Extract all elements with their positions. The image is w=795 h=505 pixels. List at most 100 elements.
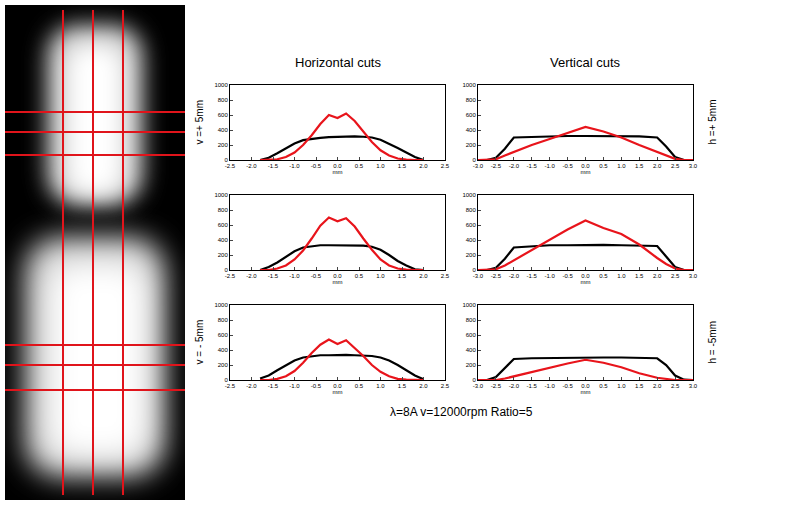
svg-text:0.5: 0.5 xyxy=(355,383,364,389)
svg-text:0.5: 0.5 xyxy=(355,163,364,169)
svg-text:200: 200 xyxy=(218,362,229,368)
svg-text:3.0: 3.0 xyxy=(689,273,698,279)
svg-text:800: 800 xyxy=(466,97,477,103)
svg-text:200: 200 xyxy=(218,142,229,148)
svg-text:-2.0: -2.0 xyxy=(509,383,520,389)
svg-text:mm: mm xyxy=(581,279,591,285)
svg-text:-0.5: -0.5 xyxy=(562,273,573,279)
svg-text:-1.0: -1.0 xyxy=(289,163,300,169)
svg-text:1.5: 1.5 xyxy=(398,273,407,279)
svg-text:0.0: 0.0 xyxy=(581,163,590,169)
svg-text:1.5: 1.5 xyxy=(635,273,644,279)
svg-text:0.0: 0.0 xyxy=(581,383,590,389)
svg-text:0.5: 0.5 xyxy=(599,383,608,389)
svg-text:3.0: 3.0 xyxy=(689,383,698,389)
svg-text:0: 0 xyxy=(472,157,476,163)
svg-text:-1.0: -1.0 xyxy=(544,163,555,169)
svg-text:0: 0 xyxy=(224,267,228,273)
svg-text:200: 200 xyxy=(466,362,477,368)
svg-text:-2.0: -2.0 xyxy=(246,273,257,279)
svg-text:600: 600 xyxy=(218,222,229,228)
svg-text:0: 0 xyxy=(472,267,476,273)
svg-text:-2.5: -2.5 xyxy=(491,273,502,279)
svg-text:-1.5: -1.5 xyxy=(268,383,279,389)
svg-text:400: 400 xyxy=(466,237,477,243)
svg-text:600: 600 xyxy=(466,112,477,118)
svg-text:200: 200 xyxy=(466,252,477,258)
svg-text:2.0: 2.0 xyxy=(653,273,662,279)
svg-text:1.0: 1.0 xyxy=(376,163,385,169)
svg-text:0.0: 0.0 xyxy=(333,273,342,279)
svg-text:0.5: 0.5 xyxy=(355,273,364,279)
svg-text:2.0: 2.0 xyxy=(419,383,428,389)
svg-text:1.0: 1.0 xyxy=(376,383,385,389)
svg-text:v = - 5mm: v = - 5mm xyxy=(194,320,205,365)
svg-text:0.0: 0.0 xyxy=(333,163,342,169)
svg-text:2.5: 2.5 xyxy=(441,383,450,389)
svg-text:1.5: 1.5 xyxy=(398,383,407,389)
svg-text:-2.0: -2.0 xyxy=(509,273,520,279)
svg-text:800: 800 xyxy=(218,317,229,323)
svg-text:0.5: 0.5 xyxy=(599,273,608,279)
svg-text:-2.0: -2.0 xyxy=(246,163,257,169)
svg-text:400: 400 xyxy=(218,237,229,243)
svg-text:mm: mm xyxy=(581,169,591,175)
svg-text:0.5: 0.5 xyxy=(599,163,608,169)
svg-text:0: 0 xyxy=(224,377,228,383)
svg-text:1000: 1000 xyxy=(462,82,476,88)
svg-text:2.0: 2.0 xyxy=(419,273,428,279)
svg-text:-2.5: -2.5 xyxy=(225,163,236,169)
svg-text:-0.5: -0.5 xyxy=(311,383,322,389)
svg-text:-2.0: -2.0 xyxy=(246,383,257,389)
svg-text:mm: mm xyxy=(581,389,591,395)
svg-text:400: 400 xyxy=(466,127,477,133)
svg-text:2.5: 2.5 xyxy=(671,273,680,279)
svg-text:-1.0: -1.0 xyxy=(544,383,555,389)
svg-text:2.0: 2.0 xyxy=(653,383,662,389)
svg-text:h =+ 5mm: h =+ 5mm xyxy=(707,99,718,144)
svg-text:-2.5: -2.5 xyxy=(225,383,236,389)
svg-text:-3.0: -3.0 xyxy=(473,383,484,389)
svg-text:-0.5: -0.5 xyxy=(311,273,322,279)
svg-text:1.5: 1.5 xyxy=(398,163,407,169)
svg-text:v =+ 5mm: v =+ 5mm xyxy=(194,100,205,144)
svg-text:-2.5: -2.5 xyxy=(491,163,502,169)
svg-text:200: 200 xyxy=(218,252,229,258)
svg-text:Horizontal cuts: Horizontal cuts xyxy=(295,55,381,70)
svg-text:1000: 1000 xyxy=(214,82,228,88)
svg-text:800: 800 xyxy=(218,207,229,213)
svg-text:-1.5: -1.5 xyxy=(527,163,538,169)
svg-text:1.0: 1.0 xyxy=(617,163,626,169)
svg-text:800: 800 xyxy=(466,207,477,213)
svg-text:1000: 1000 xyxy=(214,302,228,308)
svg-text:λ=8A v=12000rpm Ratio=5: λ=8A v=12000rpm Ratio=5 xyxy=(390,405,533,419)
svg-text:-1.5: -1.5 xyxy=(268,273,279,279)
svg-text:800: 800 xyxy=(466,317,477,323)
svg-text:-1.0: -1.0 xyxy=(289,383,300,389)
svg-text:mm: mm xyxy=(333,389,343,395)
svg-text:400: 400 xyxy=(466,347,477,353)
svg-text:-2.5: -2.5 xyxy=(491,383,502,389)
svg-text:-0.5: -0.5 xyxy=(562,163,573,169)
svg-text:-0.5: -0.5 xyxy=(562,383,573,389)
svg-text:0.0: 0.0 xyxy=(581,273,590,279)
svg-text:1.5: 1.5 xyxy=(635,163,644,169)
svg-text:2.5: 2.5 xyxy=(671,383,680,389)
svg-text:3.0: 3.0 xyxy=(689,163,698,169)
svg-text:2.0: 2.0 xyxy=(653,163,662,169)
svg-text:-1.5: -1.5 xyxy=(268,163,279,169)
svg-text:-2.5: -2.5 xyxy=(225,273,236,279)
svg-text:200: 200 xyxy=(466,142,477,148)
svg-text:-3.0: -3.0 xyxy=(473,273,484,279)
svg-text:1000: 1000 xyxy=(462,302,476,308)
svg-text:2.5: 2.5 xyxy=(441,163,450,169)
svg-text:2.5: 2.5 xyxy=(441,273,450,279)
svg-text:mm: mm xyxy=(333,169,343,175)
svg-text:600: 600 xyxy=(466,222,477,228)
svg-text:Vertical cuts: Vertical cuts xyxy=(550,55,621,70)
svg-text:-1.0: -1.0 xyxy=(289,273,300,279)
svg-text:-1.0: -1.0 xyxy=(544,273,555,279)
svg-text:1.0: 1.0 xyxy=(376,273,385,279)
svg-text:-1.5: -1.5 xyxy=(527,273,538,279)
svg-text:400: 400 xyxy=(218,127,229,133)
